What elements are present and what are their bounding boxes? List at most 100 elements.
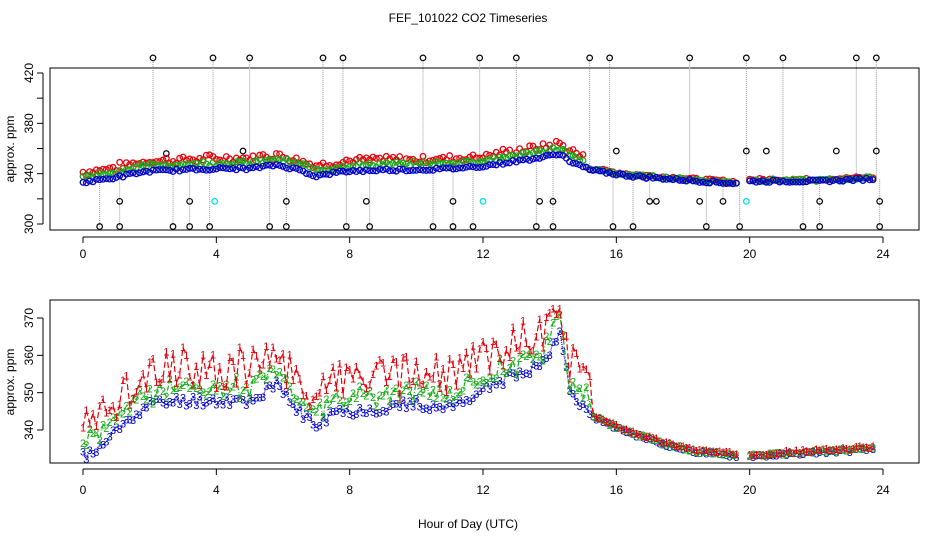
bottom-series-3-marker: 3 — [127, 414, 133, 426]
bottom-y-axis-label: approx. ppm — [3, 349, 17, 416]
bottom-series-1-marker: 1 — [567, 373, 573, 385]
bottom-series-2-marker: 2 — [420, 388, 426, 400]
bottom-series-3-marker: 3 — [477, 386, 483, 398]
bottom-x-tick-label: 8 — [346, 483, 353, 497]
top-series-3-point — [382, 165, 390, 173]
bottom-series-3-marker: 3 — [393, 398, 399, 410]
bottom-series-3-marker: 3 — [440, 404, 446, 416]
bottom-series-1-marker: 1 — [587, 371, 593, 383]
bottom-series-3-marker: 3 — [280, 389, 286, 401]
bottom-series-1-marker: 1 — [537, 314, 543, 326]
top-series-3-point — [822, 176, 830, 184]
bottom-series-3-marker: 3 — [837, 445, 843, 457]
bottom-series-3-marker: 3 — [713, 448, 719, 460]
top-series-3-point — [282, 164, 290, 172]
bottom-series-2-marker: 2 — [640, 430, 646, 442]
bottom-series-1-marker: 1 — [137, 378, 143, 390]
bottom-series-3-marker: 3 — [757, 450, 763, 462]
bottom-series-1-marker: 1 — [383, 377, 389, 389]
bottom-series-1-marker: 1 — [153, 377, 159, 389]
bottom-series-3-marker: 3 — [777, 448, 783, 460]
top-series-2-point — [359, 161, 367, 169]
bottom-series-2-marker: 2 — [540, 356, 546, 368]
top-series-3-point — [286, 165, 294, 173]
bottom-series-3-marker: 3 — [130, 415, 136, 427]
bottom-series-1-marker: 1 — [87, 418, 93, 430]
bottom-series-2-marker: 2 — [170, 385, 176, 397]
bottom-series-2-marker: 2 — [247, 392, 253, 404]
top-series-3-point — [249, 164, 257, 172]
bottom-series-2-marker: 2 — [450, 395, 456, 407]
bottom-series-3-marker: 3 — [310, 419, 316, 431]
bottom-series-3-marker: 3 — [493, 380, 499, 392]
top-series-2-point — [156, 162, 164, 170]
top-series-3-point — [656, 174, 664, 182]
bottom-series-2-marker: 2 — [400, 385, 406, 397]
top-series-3-point — [166, 166, 174, 174]
bottom-series-3-marker: 3 — [297, 402, 303, 414]
bottom-series-3-marker: 3 — [257, 392, 263, 404]
bottom-series-1-marker: 1 — [760, 449, 766, 461]
bottom-series-1-marker: 1 — [660, 438, 666, 450]
top-series-2-point — [189, 160, 197, 168]
top-black-point — [852, 54, 860, 62]
bottom-series-1-marker: 1 — [290, 375, 296, 387]
bottom-series-1-marker: 1 — [513, 343, 519, 355]
bottom-series-3-marker: 3 — [287, 397, 293, 409]
top-series-3-point — [626, 172, 634, 180]
bottom-series-3-marker: 3 — [577, 401, 583, 413]
top-plot-frame — [49, 67, 920, 231]
top-series-3-point — [362, 166, 370, 174]
top-series-3-point — [802, 178, 810, 186]
bottom-series-3-marker: 3 — [500, 380, 506, 392]
top-series-3-point — [209, 166, 217, 173]
bottom-series-1-marker: 1 — [667, 437, 673, 449]
top-series-3-point — [476, 164, 484, 171]
top-series-3-point — [729, 180, 737, 188]
bottom-series-3-marker: 3 — [683, 443, 689, 455]
top-series-3-point — [132, 170, 140, 178]
bottom-series-1-marker: 1 — [860, 442, 866, 454]
top-series-3-point — [302, 170, 310, 177]
top-series-3-point — [226, 165, 234, 173]
bottom-series-3-marker: 3 — [200, 400, 206, 412]
bottom-series-3-marker: 3 — [653, 437, 659, 449]
bottom-series-2-marker: 2 — [707, 446, 713, 458]
bottom-series-2-marker: 2 — [193, 383, 199, 395]
top-x-tick-label: 8 — [346, 247, 353, 261]
top-series-2-point — [402, 160, 410, 168]
bottom-series-1-marker: 1 — [400, 352, 406, 364]
bottom-series-3-marker: 3 — [407, 396, 413, 408]
bottom-series-3-marker: 3 — [93, 447, 99, 459]
bottom-series-3-marker: 3 — [377, 408, 383, 420]
bottom-series-1-marker: 1 — [557, 304, 563, 316]
bottom-series-2-marker: 2 — [253, 373, 259, 385]
bottom-series-3-marker: 3 — [410, 401, 416, 413]
bottom-series-1-marker: 1 — [800, 445, 806, 457]
top-black-point — [779, 54, 787, 62]
top-black-point — [742, 147, 750, 155]
bottom-series-1-marker: 1 — [280, 349, 286, 361]
bottom-series-2-marker: 2 — [97, 435, 103, 447]
bottom-series-2-marker: 2 — [270, 364, 276, 376]
top-series-1-point — [249, 152, 257, 160]
bottom-series-1-marker: 1 — [573, 348, 579, 360]
bottom-series-2-marker: 2 — [80, 438, 86, 450]
bottom-series-2-marker: 2 — [197, 384, 203, 396]
bottom-series-1-marker: 1 — [250, 344, 256, 356]
bottom-series-2-marker: 2 — [330, 393, 336, 405]
bottom-series-1-marker: 1 — [550, 304, 556, 316]
bottom-series-2-marker: 2 — [660, 439, 666, 451]
bottom-series-3-marker: 3 — [720, 449, 726, 461]
top-series-3-point — [279, 162, 287, 170]
top-series-3-point — [719, 179, 727, 187]
top-series-1-point — [396, 153, 404, 160]
bottom-series-2-marker: 2 — [217, 381, 223, 393]
bottom-series-3-marker: 3 — [353, 409, 359, 421]
bottom-series-2-marker: 2 — [870, 442, 876, 454]
bottom-series-2-marker: 2 — [273, 370, 279, 382]
bottom-series-2-marker: 2 — [823, 446, 829, 458]
top-series-3-point — [756, 178, 764, 186]
top-series-2-point — [752, 176, 760, 184]
